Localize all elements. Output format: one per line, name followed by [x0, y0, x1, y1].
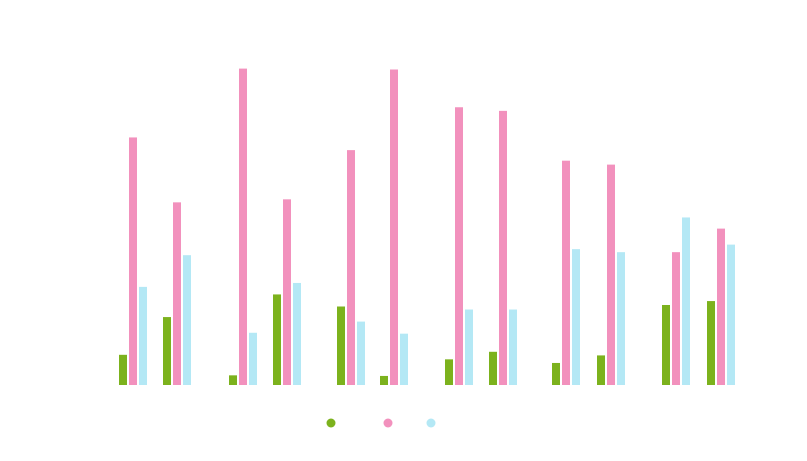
bar-series2-cat5 — [347, 150, 355, 385]
bars-group — [119, 68, 735, 385]
bar-series3-cat6 — [400, 333, 408, 385]
bar-series2-cat1 — [129, 137, 137, 385]
bar-series1-cat4 — [273, 294, 281, 385]
bar-series2-cat9 — [562, 160, 570, 385]
bar-series1-cat3 — [229, 375, 237, 385]
bar-series1-cat11 — [662, 304, 670, 385]
bar-series1-cat1 — [119, 354, 127, 385]
bar-series1-cat10 — [597, 355, 605, 385]
bar-series1-cat9 — [552, 362, 560, 385]
bar-series3-cat11 — [682, 217, 690, 385]
bar-series2-cat11 — [672, 252, 680, 385]
bar-series2-cat8 — [499, 110, 507, 385]
bar-series1-cat8 — [489, 351, 497, 385]
bar-series2-cat6 — [390, 69, 398, 385]
legend-marker-series1[interactable] — [326, 418, 336, 428]
bar-series3-cat1 — [139, 286, 147, 385]
legend-marker-series2[interactable] — [383, 418, 393, 428]
bar-series1-cat5 — [337, 306, 345, 385]
bar-series2-cat3 — [239, 68, 247, 385]
bar-series3-cat9 — [572, 249, 580, 385]
bar-series2-cat12 — [717, 228, 725, 385]
bar-series3-cat12 — [727, 244, 735, 385]
bar-series3-cat10 — [617, 252, 625, 385]
bar-series3-cat2 — [183, 255, 191, 385]
legend-marker-series3[interactable] — [426, 418, 436, 428]
bar-series3-cat8 — [509, 309, 517, 385]
bar-series2-cat7 — [455, 107, 463, 385]
bar-series3-cat7 — [465, 309, 473, 385]
bar-series2-cat2 — [173, 202, 181, 385]
bar-series3-cat3 — [249, 332, 257, 385]
bar-series1-cat6 — [380, 375, 388, 385]
bar-series1-cat7 — [445, 359, 453, 385]
bar-series3-cat4 — [293, 282, 301, 385]
bar-series1-cat12 — [707, 301, 715, 385]
bar-series1-cat2 — [163, 317, 171, 385]
bar-series2-cat10 — [607, 164, 615, 385]
bar-series2-cat4 — [283, 199, 291, 385]
bar-series3-cat5 — [357, 321, 365, 385]
legend — [326, 418, 436, 428]
